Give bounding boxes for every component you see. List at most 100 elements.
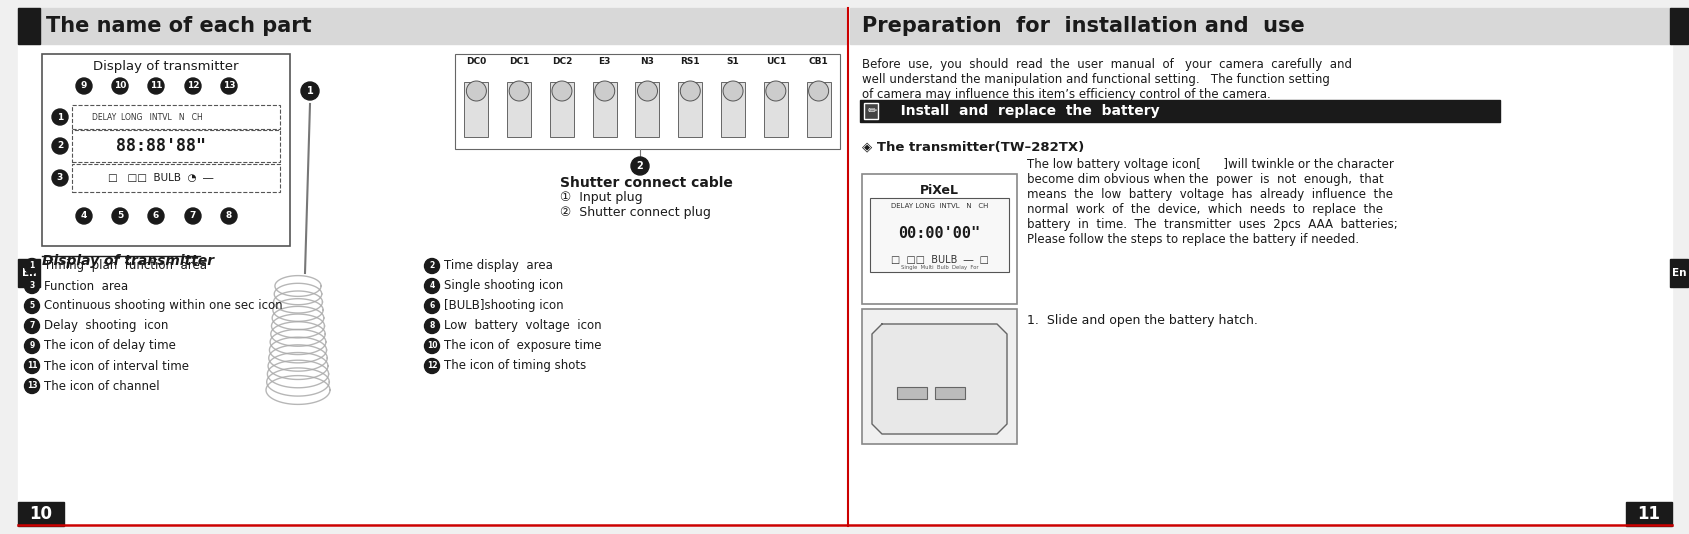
Circle shape <box>184 78 201 94</box>
Circle shape <box>552 81 571 101</box>
Bar <box>549 82 574 137</box>
Text: 10: 10 <box>29 505 52 523</box>
Circle shape <box>24 299 39 313</box>
Bar <box>507 82 530 137</box>
Text: Function  area: Function area <box>44 279 128 293</box>
Text: 10: 10 <box>427 342 437 350</box>
Circle shape <box>681 81 699 101</box>
Text: 7: 7 <box>189 211 196 221</box>
Bar <box>454 54 839 149</box>
Text: [BULB]shooting icon: [BULB]shooting icon <box>444 300 564 312</box>
Text: □  □□  BULB  ―  □: □ □□ BULB ― □ <box>890 255 988 265</box>
Text: Display of transmitter: Display of transmitter <box>93 60 238 73</box>
Bar <box>19 502 64 526</box>
Bar <box>861 174 1017 304</box>
Circle shape <box>52 109 68 125</box>
Text: 11: 11 <box>1637 505 1660 523</box>
Circle shape <box>807 81 828 101</box>
Text: 6: 6 <box>152 211 159 221</box>
Text: The icon of delay time: The icon of delay time <box>44 340 176 352</box>
Bar <box>721 82 745 137</box>
Text: DC2: DC2 <box>551 58 573 67</box>
Text: Continuous shooting within one sec icon: Continuous shooting within one sec icon <box>44 300 282 312</box>
Circle shape <box>76 208 91 224</box>
Circle shape <box>24 279 39 294</box>
Bar <box>19 259 41 287</box>
Bar <box>850 8 1670 44</box>
Text: The icon of interval time: The icon of interval time <box>44 359 189 373</box>
Text: En: En <box>22 268 35 278</box>
Text: En: En <box>1670 268 1686 278</box>
Bar <box>464 82 488 137</box>
Circle shape <box>184 208 201 224</box>
Circle shape <box>424 318 439 334</box>
Text: The icon of  exposure time: The icon of exposure time <box>444 340 601 352</box>
Text: 9: 9 <box>81 82 88 90</box>
Circle shape <box>466 81 486 101</box>
Text: of camera may influence this item’s efficiency control of the camera.: of camera may influence this item’s effi… <box>861 88 1270 101</box>
Text: UC1: UC1 <box>765 58 785 67</box>
Text: well understand the manipulation and functional setting.   The function setting: well understand the manipulation and fun… <box>861 73 1329 86</box>
Polygon shape <box>872 324 1007 434</box>
Text: Single  Multi  Bulb  Delay  For: Single Multi Bulb Delay For <box>900 265 978 271</box>
Bar <box>934 387 964 399</box>
Circle shape <box>24 258 39 273</box>
Text: N3: N3 <box>640 58 654 67</box>
Text: 2: 2 <box>57 142 62 151</box>
Circle shape <box>508 81 529 101</box>
Text: Please follow the steps to replace the battery if needed.: Please follow the steps to replace the b… <box>1027 233 1358 246</box>
Text: DC0: DC0 <box>466 58 486 67</box>
Text: ✏: ✏ <box>866 106 877 116</box>
Text: normal  work  of  the  device,  which  needs  to  replace  the: normal work of the device, which needs t… <box>1027 203 1382 216</box>
Circle shape <box>24 318 39 334</box>
Text: Shutter connect cable: Shutter connect cable <box>559 176 733 190</box>
Circle shape <box>221 208 236 224</box>
Bar <box>42 54 291 246</box>
Text: ②  Shutter connect plug: ② Shutter connect plug <box>559 206 711 219</box>
Text: ◈ The transmitter(TW–282TX): ◈ The transmitter(TW–282TX) <box>861 140 1084 153</box>
Text: means  the  low  battery  voltage  has  already  influence  the: means the low battery voltage has alread… <box>1027 188 1392 201</box>
Circle shape <box>765 81 785 101</box>
Bar <box>635 82 659 137</box>
Text: 12: 12 <box>427 362 437 371</box>
Text: 5: 5 <box>117 211 123 221</box>
Text: 11: 11 <box>27 362 37 371</box>
Text: 4: 4 <box>429 281 434 290</box>
Circle shape <box>595 81 615 101</box>
Bar <box>806 82 829 137</box>
Bar <box>763 82 787 137</box>
Circle shape <box>149 78 164 94</box>
Circle shape <box>76 78 91 94</box>
Bar <box>677 82 703 137</box>
Text: CB1: CB1 <box>809 58 828 67</box>
Text: battery  in  time.  The  transmitter  uses  2pcs  AAA  batteries;: battery in time. The transmitter uses 2p… <box>1027 218 1397 231</box>
Text: 2: 2 <box>429 262 434 271</box>
Text: Delay  shooting  icon: Delay shooting icon <box>44 319 169 333</box>
Circle shape <box>52 138 68 154</box>
Circle shape <box>221 78 236 94</box>
Text: The icon of channel: The icon of channel <box>44 380 159 392</box>
Text: 13: 13 <box>223 82 235 90</box>
Text: 1.  Slide and open the battery hatch.: 1. Slide and open the battery hatch. <box>1027 314 1257 327</box>
Text: PiXeL: PiXeL <box>919 184 958 197</box>
Text: 1: 1 <box>306 86 312 96</box>
Text: 11: 11 <box>150 82 162 90</box>
Text: 2: 2 <box>637 161 644 171</box>
Circle shape <box>630 157 649 175</box>
Bar <box>73 105 280 129</box>
Circle shape <box>24 358 39 373</box>
Bar <box>860 100 1500 122</box>
Text: 7: 7 <box>29 321 35 331</box>
Text: DELAY  LONG   INTVL   N   CH: DELAY LONG INTVL N CH <box>91 113 203 122</box>
Bar <box>1669 259 1687 287</box>
Text: ①  Input plug: ① Input plug <box>559 191 642 204</box>
Bar <box>19 8 41 44</box>
Text: 13: 13 <box>27 381 37 390</box>
Bar <box>593 82 616 137</box>
Text: 1: 1 <box>57 113 62 122</box>
Text: 10: 10 <box>113 82 127 90</box>
Text: The icon of timing shots: The icon of timing shots <box>444 359 586 373</box>
Text: □   □□  BULB  ◔  ―: □ □□ BULB ◔ ― <box>108 173 213 183</box>
Text: 00:00'00": 00:00'00" <box>899 225 980 240</box>
Text: 3: 3 <box>57 174 62 183</box>
